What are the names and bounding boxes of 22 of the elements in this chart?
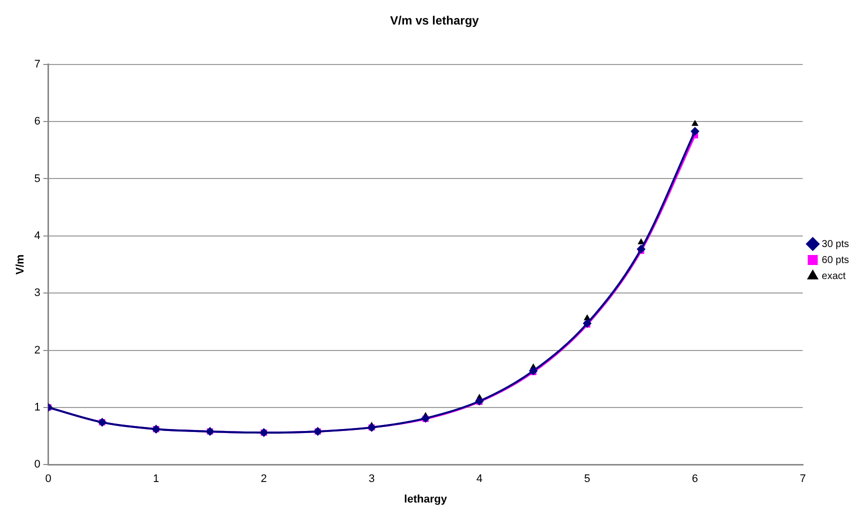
- x-tick-label: 6: [692, 473, 698, 486]
- x-tick-label: 1: [153, 473, 160, 486]
- y-tick-label: 6: [34, 116, 40, 128]
- x-axis-title: lethargy: [404, 493, 448, 506]
- y-tick-label: 0: [34, 458, 40, 471]
- y-tick-label: 5: [34, 172, 40, 185]
- y-tick-label: 2: [34, 344, 40, 356]
- y-tick-label: 4: [34, 230, 40, 242]
- legend-label: 30 pts: [822, 238, 850, 250]
- x-tick-label: 0: [45, 473, 52, 486]
- legend-label: exact: [822, 270, 846, 282]
- y-axis-title: V/m: [14, 254, 27, 275]
- x-tick-label: 5: [584, 473, 590, 486]
- y-tick-label: 7: [34, 58, 40, 70]
- y-tick-label: 1: [34, 401, 40, 414]
- x-tick-label: 4: [476, 473, 482, 486]
- y-tick-label: 3: [34, 287, 40, 300]
- legend-label: 60 pts: [822, 254, 850, 266]
- x-tick-label: 3: [368, 473, 375, 486]
- chart-title: V/m vs lethargy: [390, 14, 480, 28]
- x-tick-label: 2: [260, 473, 267, 486]
- x-tick-label: 7: [800, 473, 806, 486]
